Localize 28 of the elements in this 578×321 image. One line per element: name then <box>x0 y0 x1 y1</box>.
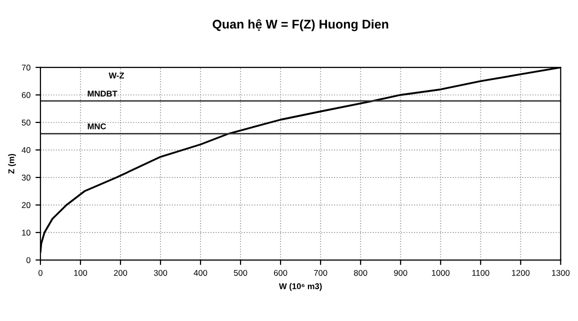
x-tick-label: 600 <box>274 270 288 276</box>
y-axis-title: Z (m) <box>8 154 16 174</box>
y-tick-label: 10 <box>22 230 30 236</box>
x-tick-label: 1100 <box>472 270 490 276</box>
ref-line-label: MNC <box>88 123 106 130</box>
x-tick-label: 700 <box>314 270 328 276</box>
y-tick-label: 0 <box>26 257 30 264</box>
y-tick-label: 40 <box>22 147 30 154</box>
y-tick-label: 20 <box>22 202 30 208</box>
y-tick-label: 30 <box>22 174 30 181</box>
y-tick-label: 70 <box>22 64 30 71</box>
x-tick-label: 300 <box>154 270 168 276</box>
x-tick-label: 800 <box>354 270 368 276</box>
ref-line-label: MNDBT <box>88 90 118 96</box>
x-tick-label: 1000 <box>432 270 450 276</box>
y-tick-label: 60 <box>22 92 30 98</box>
x-tick-label: 900 <box>394 270 408 276</box>
y-tick-label: 50 <box>22 120 30 126</box>
x-tick-label: 200 <box>114 270 128 276</box>
x-tick-label: 1300 <box>552 270 570 276</box>
x-tick-label: 1200 <box>512 270 530 276</box>
x-axis-title: W (10⁶ m3) <box>278 283 322 291</box>
text: W-Z <box>108 72 124 78</box>
x-tick-label: 0 <box>38 270 42 276</box>
chart-title: Quan hệ W = F(Z) Huong Dien <box>212 19 388 32</box>
x-tick-label: 400 <box>194 270 208 276</box>
x-tick-label: 100 <box>74 270 88 276</box>
x-tick-label: 500 <box>234 270 248 276</box>
